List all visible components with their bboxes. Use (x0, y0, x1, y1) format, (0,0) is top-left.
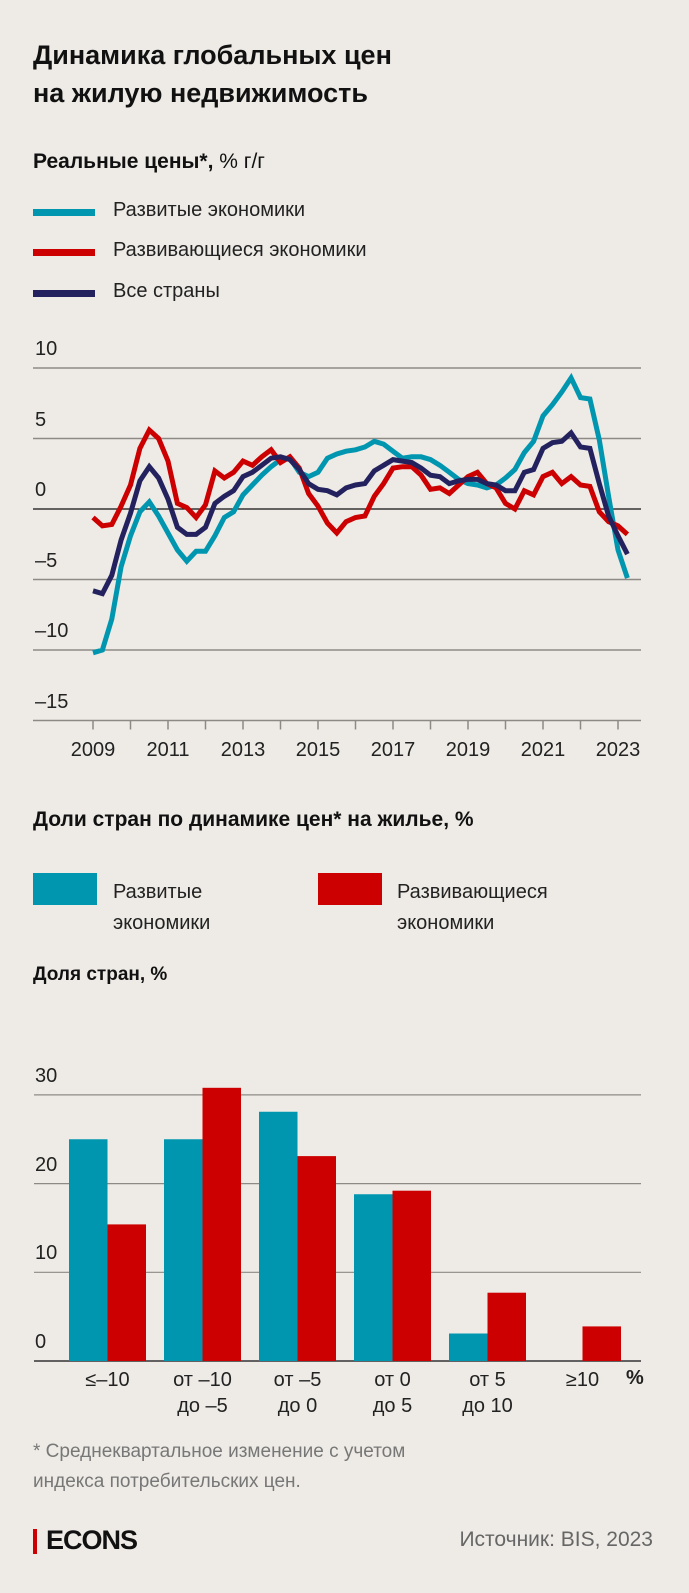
line-chart-unit: % г/г (219, 150, 265, 173)
category-label-line: ≥10 (565, 1369, 600, 1391)
legend-swatch-all (33, 290, 95, 297)
category-label-line: от 5 (469, 1369, 506, 1391)
category-label-line: до 10 (462, 1395, 513, 1417)
y-tick-label: 20 (35, 1153, 58, 1176)
econs-logo: ECONS (46, 1525, 138, 1555)
bar (107, 1224, 146, 1361)
title-line-1: Динамика глобальных цен (33, 40, 392, 70)
x-tick-label: 2017 (370, 739, 416, 761)
footnote-line-1: * Среднеквартальное изменение с учетом (33, 1441, 406, 1462)
bar (582, 1326, 621, 1361)
category-label: от –10 до –5 (153, 1367, 253, 1419)
x-tick-label: 2011 (146, 739, 190, 761)
bar (354, 1194, 393, 1361)
bar (449, 1333, 488, 1361)
legend-label-developed-bar: Развитые экономики (113, 877, 210, 939)
bar-chart-title: Доли стран по динамике цен* на жилье, % (33, 808, 474, 831)
bar (392, 1190, 431, 1361)
legend-label-all: Все страны (113, 280, 220, 302)
series-line (92, 372, 630, 656)
y-tick-label: 5 (35, 408, 47, 431)
x-tick-label: 2023 (595, 739, 641, 761)
legend-line: Развитые (113, 881, 203, 903)
y-tick-label: 0 (35, 479, 47, 501)
y-tick-label: –15 (35, 690, 69, 713)
bar (202, 1087, 241, 1361)
bar (259, 1111, 298, 1361)
category-label-line: до –5 (177, 1395, 228, 1417)
legend-line: Развивающиеся (397, 881, 548, 903)
bar-y-label: Доля стран, % (33, 964, 168, 985)
series-line (91, 425, 630, 537)
x-tick-label: 2015 (295, 739, 341, 761)
category-label: от –5 до 0 (248, 1367, 348, 1419)
category-label: ≥10 (533, 1367, 633, 1393)
category-label-line: от 0 (374, 1369, 411, 1391)
legend-swatch-developed (33, 209, 95, 216)
title-line-2: на жилую недвижимость (33, 78, 368, 108)
y-tick-label: 10 (35, 338, 58, 360)
x-tick-label: 2013 (220, 739, 266, 761)
category-label-line: до 0 (277, 1395, 318, 1417)
bar (487, 1292, 526, 1361)
legend-swatch-developed-bar (33, 873, 97, 905)
legend-line: экономики (113, 912, 211, 934)
legend-label-emerging-bar: Развивающиеся экономики (397, 877, 548, 939)
x-tick-label: 2021 (520, 739, 566, 761)
legend-label-emerging: Развивающиеся экономики (113, 239, 367, 261)
bar (164, 1139, 203, 1361)
category-label-line: ≤–10 (85, 1369, 130, 1391)
legend-swatch-emerging (33, 249, 95, 256)
y-tick-label: 0 (35, 1331, 47, 1353)
category-label-line: от –10 (173, 1369, 232, 1391)
legend-label-developed: Развитые экономики (113, 199, 306, 221)
y-tick-label: –10 (35, 620, 69, 642)
legend-swatch-emerging-bar (318, 873, 382, 905)
bar (69, 1139, 108, 1361)
bar (297, 1156, 336, 1361)
x-unit-label: % (626, 1367, 644, 1389)
footnote-line-2: индекса потребительских цен. (33, 1471, 301, 1492)
y-tick-label: 30 (35, 1064, 58, 1087)
x-tick-label: 2009 (70, 739, 116, 761)
footnote: * Среднеквартальное изменение с учетом и… (33, 1437, 405, 1497)
category-label: от 0 до 5 (343, 1367, 443, 1419)
category-label-line: до 5 (372, 1395, 413, 1417)
line-chart-title-text: Реальные цены*, (33, 150, 214, 173)
logo-bar (33, 1529, 37, 1554)
source: Источник: BIS, 2023 (459, 1528, 653, 1551)
category-label: ≤–10 (58, 1367, 158, 1393)
y-tick-label: 10 (35, 1242, 58, 1265)
x-tick-label: 2019 (445, 739, 491, 761)
category-label-line: от –5 (273, 1369, 322, 1391)
legend-line: экономики (397, 912, 495, 934)
category-label: от 5 до 10 (438, 1367, 538, 1419)
line-chart-title: Реальные цены*, % г/г (33, 150, 265, 174)
series-line (92, 429, 630, 597)
y-tick-label: –5 (35, 549, 58, 572)
page-title: Динамика глобальных цен на жилую недвижи… (33, 36, 392, 112)
